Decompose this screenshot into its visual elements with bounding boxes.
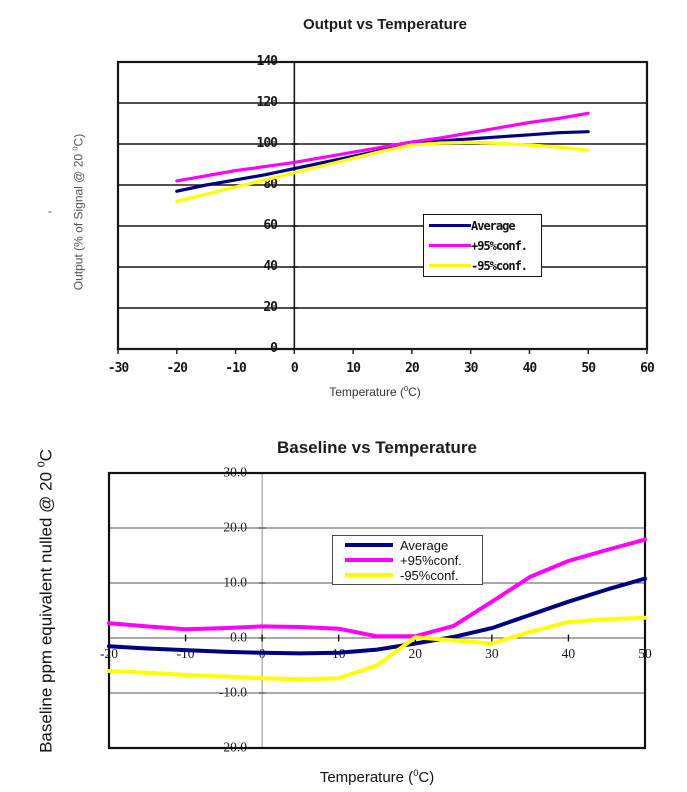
stray-dash-mark: - (48, 204, 52, 218)
baseline-vs-temperature-chart: Baseline vs Temperature Baseline ppm equ… (0, 430, 687, 792)
x-axis-title: Temperature (0C) (320, 768, 434, 786)
legend-item-plus95conf: +95%conf. (333, 553, 482, 568)
legend-item-average: Average (424, 216, 541, 236)
x-axis-title-text: Temperature ( (329, 385, 404, 399)
y-tick-label: -20.0 (218, 739, 247, 755)
y-axis-title-superscript: 0 (70, 146, 80, 151)
x-tick-label: 0 (258, 646, 266, 661)
x-tick-label: -30 (107, 361, 130, 376)
legend-item-plus95conf: +95%conf. (424, 236, 541, 256)
x-axis-title-unit: C) (408, 385, 421, 399)
y-axis-title: Output (% of Signal @ 20 0C) (71, 134, 86, 290)
series-line-minus95conf (175, 140, 590, 203)
x-axis-title-unit: C) (418, 769, 435, 786)
y-tick-label: 0 (270, 341, 278, 357)
plot-area (107, 471, 647, 750)
legend-label: +95%conf. (400, 552, 462, 568)
x-tick-label: 30 (463, 361, 479, 376)
legend-swatch-plus95conf-icon (429, 244, 471, 247)
x-tick-label: 60 (640, 361, 655, 376)
legend-label: -95%conf. (471, 258, 528, 273)
y-axis-title-text: Baseline ppm equivalent nulled @ 20 (36, 467, 56, 753)
legend-swatch-average-icon (429, 224, 471, 227)
y-tick-label: 20.0 (223, 519, 247, 535)
series-line-average (175, 130, 590, 193)
y-tick-label: 140 (256, 54, 279, 70)
y-tick-label: 60 (263, 218, 278, 234)
x-axis-title: Temperature (0C) (329, 384, 421, 399)
y-axis-title-unit: C) (71, 133, 86, 147)
x-tick-label: -20 (100, 646, 118, 661)
legend-item-average: Average (333, 538, 482, 553)
y-tick-label: 30.0 (223, 464, 247, 480)
x-axis-title-superscript: 0 (413, 768, 419, 778)
legend-item-minus95conf: -95%conf. (424, 256, 541, 276)
x-axis-title-text: Temperature ( (319, 769, 414, 786)
plot-frame (116, 60, 649, 351)
legend-item-minus95conf: -95%conf. (333, 568, 482, 583)
x-tick-label: 40 (522, 361, 538, 376)
x-axis-title-superscript: 0 (403, 384, 409, 393)
legend-swatch-average-icon (345, 543, 393, 547)
legend: Average +95%conf. -95%conf. (423, 214, 542, 277)
legend-label: +95%conf. (471, 238, 528, 253)
x-tick-label: -10 (176, 646, 195, 661)
y-tick-label: -10.0 (218, 684, 247, 700)
x-tick-label: 10 (331, 646, 346, 661)
y-tick-label: 20 (263, 300, 278, 316)
legend-swatch-minus95conf-icon (429, 264, 471, 267)
chart-title: Baseline vs Temperature (277, 438, 477, 457)
y-tick-label: 80 (263, 177, 278, 193)
y-axis-title-text: Output (% of Signal @ 20 (71, 150, 86, 291)
x-tick-label: 30 (485, 646, 499, 661)
y-tick-label: 10.0 (223, 574, 247, 590)
y-axis-title: Baseline ppm equivalent nulled @ 20 0C (36, 449, 57, 753)
legend-swatch-plus95conf-icon (345, 558, 393, 562)
output-vs-temperature-chart: Output vs Temperature Output (% of Signa… (48, 16, 655, 399)
y-axis-title-unit: C (36, 449, 56, 462)
y-tick-label: 40 (263, 259, 278, 275)
legend-swatch-minus95conf-icon (345, 573, 393, 577)
series-line-plus95conf (175, 111, 590, 183)
x-tick-label: 50 (638, 646, 652, 661)
legend: Average +95%conf. -95%conf. (332, 535, 483, 585)
plot-frame (107, 471, 647, 750)
legend-label: -95%conf. (400, 567, 459, 583)
x-tick-label: 0 (290, 361, 299, 376)
legend-label: Average (471, 218, 516, 233)
x-tick-label: 20 (405, 361, 420, 376)
x-tick-label: 50 (581, 361, 596, 376)
legend-label: Average (400, 537, 449, 553)
y-axis-title-superscript: 0 (35, 461, 48, 468)
chart-title: Output vs Temperature (303, 16, 467, 33)
x-tick-label: 20 (408, 646, 423, 661)
x-tick-label: -20 (166, 361, 189, 376)
y-tick-label: 0.0 (230, 629, 247, 645)
x-tick-label: 40 (561, 646, 576, 661)
series-line-average (107, 576, 647, 656)
y-tick-label: 100 (256, 136, 279, 152)
y-tick-label: 120 (256, 95, 279, 111)
x-tick-label: 10 (346, 361, 361, 376)
x-tick-label: -10 (225, 361, 247, 376)
